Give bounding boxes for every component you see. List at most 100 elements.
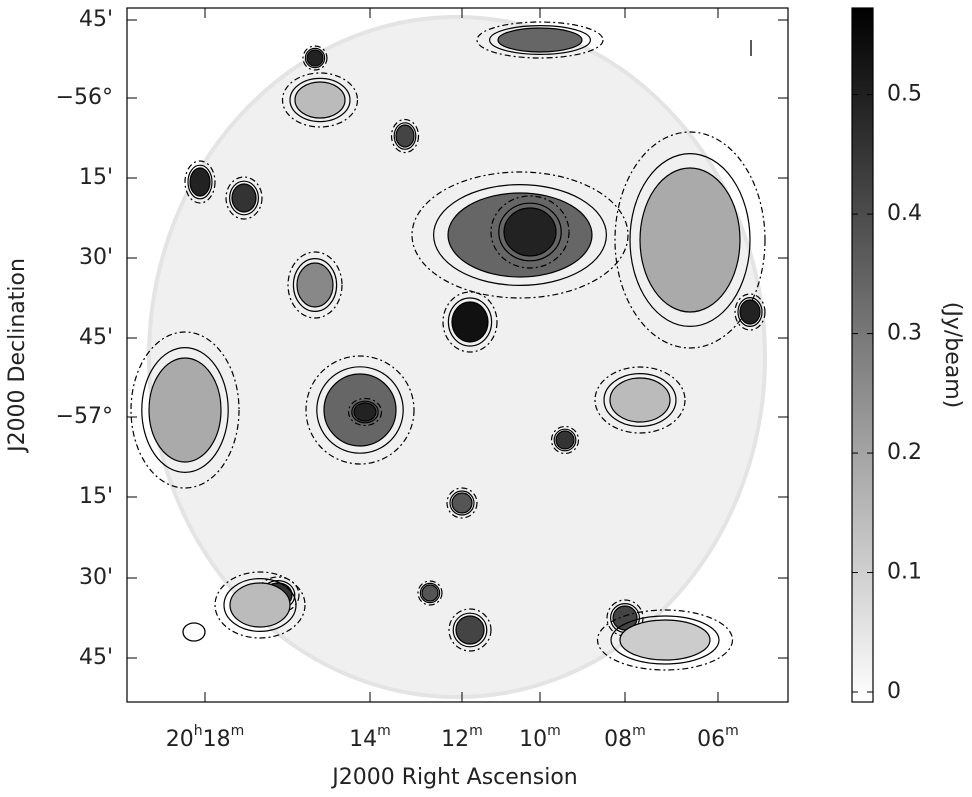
contour	[417, 580, 443, 606]
source	[229, 582, 291, 628]
contour	[141, 347, 229, 474]
contour	[596, 609, 734, 671]
x-tick-label: 10m	[519, 723, 561, 752]
colorbar-tick-label: 0.5	[887, 82, 922, 107]
y-tick-label: 30'	[79, 245, 113, 270]
contour	[287, 251, 343, 319]
contour	[292, 258, 338, 313]
contour	[490, 195, 570, 269]
x-tick-part: 20	[166, 727, 194, 752]
contour	[603, 373, 677, 428]
x-tick-part: m	[469, 723, 483, 739]
source	[294, 81, 346, 119]
contour	[347, 397, 383, 427]
contour	[390, 118, 420, 154]
source	[395, 124, 415, 148]
source	[421, 584, 439, 602]
source	[503, 207, 557, 257]
source	[306, 49, 324, 67]
x-tick-part: 06	[697, 727, 725, 752]
contour	[302, 45, 328, 71]
x-tick-part: m	[231, 723, 245, 739]
contour	[489, 25, 592, 55]
contour	[448, 608, 492, 652]
contour	[550, 425, 580, 455]
colorbar-tick-label: 0.4	[887, 201, 922, 226]
contour	[214, 571, 306, 639]
y-tick-label: 45'	[79, 7, 113, 32]
contour	[316, 366, 404, 454]
contour	[184, 160, 216, 204]
x-tick-part: 10	[519, 727, 547, 752]
x-tick-part: m	[632, 723, 646, 739]
x-tick-part: 08	[604, 727, 632, 752]
contour	[498, 202, 562, 262]
y-tick-label: −57°	[56, 404, 113, 429]
contour	[553, 428, 577, 452]
source	[555, 430, 575, 450]
x-tick-part: 14	[349, 727, 377, 752]
plot-frame	[126, 7, 789, 703]
contour	[304, 47, 326, 69]
contour	[476, 21, 604, 59]
colorbar-tick-label: 0.1	[887, 560, 922, 585]
contour	[187, 164, 213, 200]
contour	[452, 612, 488, 648]
contour	[433, 184, 608, 287]
x-axis-label: J2000 Right Ascension	[330, 765, 577, 790]
source	[148, 357, 222, 463]
y-tick-label: 15'	[79, 484, 113, 509]
source	[609, 377, 671, 423]
source	[296, 262, 334, 308]
x-tick-part: m	[725, 723, 739, 739]
y-axis-label: J2000 Declination	[5, 258, 30, 454]
x-tick-part: h	[194, 723, 203, 739]
colorbar-label: (Jy/beam)	[940, 302, 965, 409]
contour	[225, 176, 263, 220]
x-tick-part: 12	[441, 727, 469, 752]
y-tick-label: −56°	[56, 85, 113, 110]
source	[639, 167, 741, 313]
source	[189, 167, 211, 197]
contour	[305, 355, 415, 465]
contour	[393, 122, 417, 150]
x-tick-part: 18	[203, 727, 231, 752]
beam	[182, 622, 206, 642]
source	[455, 615, 485, 645]
y-tick-label: 30'	[79, 565, 113, 590]
source	[619, 619, 711, 661]
x-tick-label: 20h18m	[166, 723, 245, 752]
source	[231, 183, 257, 213]
x-tick-label: 12m	[441, 723, 483, 752]
contour	[734, 293, 766, 331]
contour	[594, 366, 686, 434]
contour	[419, 582, 441, 604]
contour	[130, 331, 240, 489]
contour	[610, 615, 720, 665]
source	[451, 492, 473, 514]
source	[353, 402, 377, 422]
colorbar-tick-label: 0.3	[887, 321, 922, 346]
contour	[737, 297, 763, 328]
contour	[223, 577, 297, 632]
contour	[289, 77, 351, 123]
contour	[229, 180, 260, 216]
x-tick-part: m	[547, 723, 561, 739]
contour	[442, 291, 498, 353]
contour	[449, 490, 475, 516]
colorbar-tick-label: 0	[887, 679, 901, 704]
source	[497, 27, 583, 53]
contour	[614, 131, 766, 349]
y-tick-label: 45'	[79, 325, 113, 350]
sky-map	[130, 15, 767, 699]
contour	[351, 400, 379, 424]
source	[739, 299, 761, 325]
contour	[447, 297, 493, 347]
y-tick-label: 15'	[79, 165, 113, 190]
colorbar	[851, 7, 874, 703]
source	[451, 301, 489, 343]
x-tick-label: 14m	[349, 723, 391, 752]
x-tick-label: 08m	[604, 723, 646, 752]
x-tick-label: 06m	[697, 723, 739, 752]
